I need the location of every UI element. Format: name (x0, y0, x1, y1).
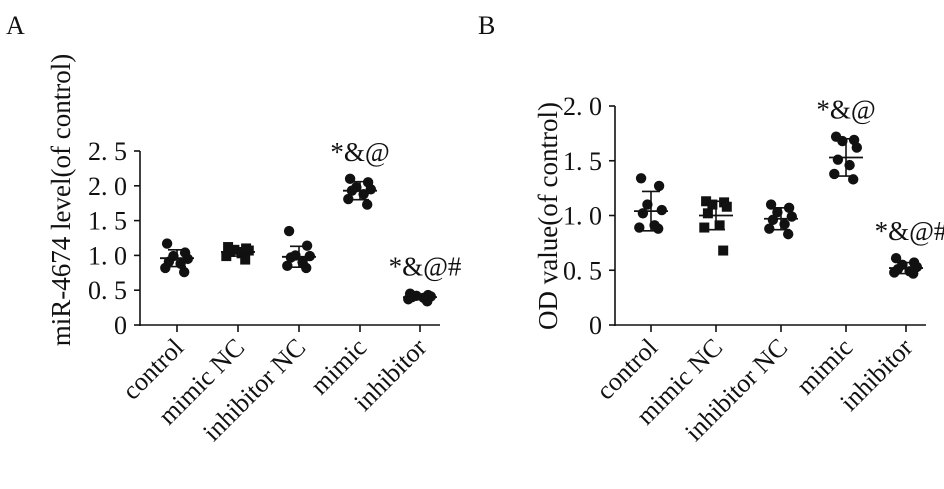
y-tick-label: 1. 0 (563, 202, 602, 231)
significance-annotation: *&@ (816, 95, 875, 125)
data-point (779, 219, 790, 230)
significance-annotation: *&@ (330, 137, 389, 167)
y-tick-label: 1. 5 (88, 207, 127, 236)
data-point (707, 199, 718, 210)
data-point (783, 228, 794, 240)
data-point (282, 260, 293, 272)
panel-b: B OD value(of control) 0 0. 5 1. 0 1. 5 2. 0… (478, 11, 944, 447)
data-point (829, 168, 840, 180)
significance-annotation: *&@# (389, 252, 462, 282)
data-point (767, 214, 779, 226)
y-axis-title: OD value(of control) (533, 102, 563, 330)
y-tick-label: 0 (589, 311, 602, 340)
data-point (764, 223, 775, 234)
data-point (653, 180, 665, 192)
data-point (889, 267, 900, 278)
data-point (243, 245, 254, 256)
data-point (283, 225, 295, 237)
panel-a: A miR-4674 level(of control) 0 0. 5 1. 0 1.… (6, 11, 462, 447)
data-point (161, 238, 173, 249)
y-tick-label: 0. 5 (563, 256, 602, 285)
data-point (344, 173, 356, 185)
significance-annotation: *&@# (875, 216, 944, 246)
y-tick-label: 2. 0 (563, 92, 602, 121)
y-axis-title: miR-4674 level(of control) (46, 54, 76, 346)
data-point (714, 220, 725, 231)
data-point (221, 251, 232, 262)
data-point (844, 159, 855, 171)
data-point (362, 199, 373, 210)
data-point (236, 248, 247, 259)
y-tick-label: 1. 5 (563, 147, 602, 176)
data-point (160, 262, 171, 274)
y-tick-label: 0. 5 (88, 276, 127, 305)
panel-label-a: A (6, 11, 25, 40)
data-point (656, 204, 667, 216)
data-point (653, 223, 664, 234)
data-point (343, 193, 354, 205)
data-point (637, 208, 649, 219)
y-tick-label: 2. 5 (88, 137, 127, 166)
data-point (851, 142, 862, 153)
data-point (699, 222, 710, 233)
data-point (721, 201, 732, 212)
y-tick-label: 1. 0 (88, 241, 127, 270)
data-point (832, 154, 844, 165)
data-point (240, 254, 251, 265)
data-point (642, 199, 653, 210)
y-tick-label: 0 (114, 311, 127, 340)
data-point (786, 211, 797, 222)
data-point (772, 207, 783, 218)
data-point (701, 196, 712, 207)
data-point (702, 208, 713, 219)
data-point (890, 253, 902, 264)
panel-label-b: B (478, 11, 495, 40)
y-tick-label: 2. 0 (88, 172, 127, 201)
data-point (635, 173, 647, 184)
data-point (718, 245, 729, 256)
data-point (634, 222, 645, 233)
data-point (179, 266, 190, 278)
